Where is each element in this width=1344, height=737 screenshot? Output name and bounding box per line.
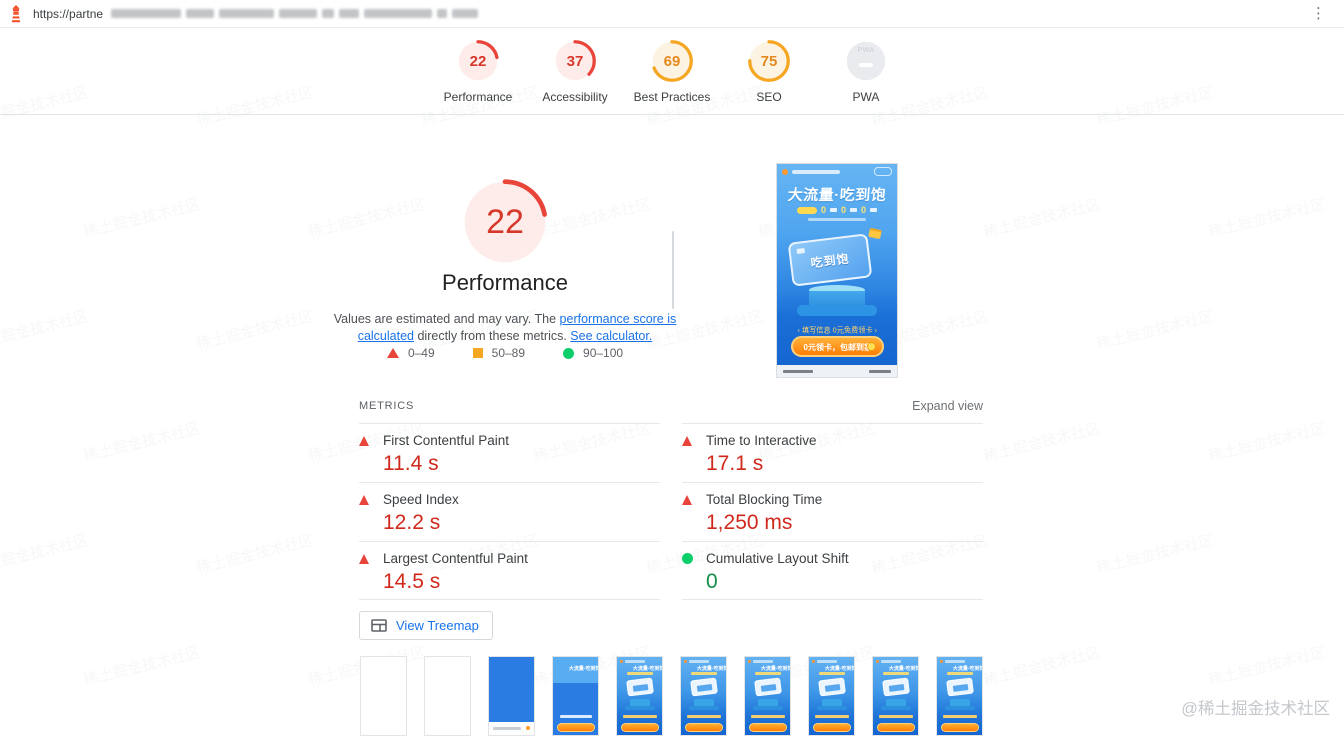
category-seo[interactable]: 75 SEO (721, 39, 818, 104)
filmstrip-frame (488, 656, 535, 736)
filmstrip-frame-blank (360, 656, 407, 736)
preview-title: 大流量·吃到饱 (787, 187, 887, 204)
legend-range: 90–100 (583, 346, 624, 360)
filmstrip-frame: 大流量·吃到饱 (552, 656, 599, 736)
score-value: 22 (469, 52, 487, 70)
category-label: Best Practices (633, 90, 711, 104)
final-screenshot-preview[interactable]: 大流量·吃到饱 0 0 0 吃到饱 ‹ 填写信息 0元免费领卡 › 0元领卡，包… (776, 163, 898, 378)
performance-score-gauge: 22 (460, 177, 550, 267)
pwa-na-dash-icon (859, 63, 873, 67)
pwa-ghost-label: PWA (857, 47, 875, 54)
metrics-section-title: METRICS (359, 400, 415, 412)
treemap-icon (371, 619, 387, 632)
preview-logo (782, 168, 788, 175)
fail-triangle-icon (386, 348, 399, 358)
see-calculator-link[interactable]: See calculator. (570, 328, 653, 343)
pass-circle-icon (682, 553, 706, 564)
score-value: 69 (663, 52, 681, 70)
performance-score-link[interactable]: performance score is calculated (357, 311, 677, 343)
legend-fail: 0–49 (386, 346, 435, 360)
metric-value: 11.4 s (383, 452, 439, 475)
category-label: Accessibility (542, 90, 608, 104)
expand-view-button[interactable]: Expand view (912, 399, 983, 413)
filmstrip-frame: 大流量·吃到饱 (680, 656, 727, 736)
filmstrip-frame: 大流量·吃到饱 (872, 656, 919, 736)
legend-range: 50–89 (491, 346, 526, 360)
fail-triangle-icon (359, 494, 383, 505)
metric-largest-contentful-paint: Largest Contentful Paint 14.5 s (359, 541, 660, 600)
kebab-menu-icon[interactable]: ⋮ (1311, 5, 1326, 22)
metric-value: 12.2 s (383, 511, 441, 534)
score-value: 37 (566, 52, 584, 70)
metric-cumulative-layout-shift: Cumulative Layout Shift 0 (682, 541, 983, 600)
fail-triangle-icon (682, 435, 706, 446)
category-label: SEO (756, 90, 782, 104)
juejin-watermark: @稀土掘金技术社区 (1181, 700, 1330, 718)
filmstrip-frame: 大流量·吃到饱 (744, 656, 791, 736)
description-text: Values are estimated and may vary. The (333, 311, 560, 326)
preview-header (777, 164, 897, 179)
average-square-icon (472, 348, 483, 358)
legend-range: 0–49 (407, 346, 435, 360)
fail-triangle-icon (682, 494, 706, 505)
category-label: Performance (443, 90, 513, 104)
metric-total-blocking-time: Total Blocking Time 1,250 ms (682, 482, 983, 541)
metric-value: 17.1 s (706, 452, 764, 475)
legend-average: 50–89 (472, 346, 526, 360)
performance-score-value: 22 (486, 202, 524, 241)
metric-first-contentful-paint: First Contentful Paint 11.4 s (359, 423, 660, 482)
preview-sim-card: 吃到饱 (787, 233, 873, 287)
filmstrip-frame-blank (424, 656, 471, 736)
page-url: https://partne (33, 6, 104, 21)
description-text: directly from these metrics. (414, 328, 571, 343)
page-title: Performance (442, 270, 568, 295)
metric-value: 1,250 ms (706, 511, 793, 534)
filmstrip-frame: 大流量·吃到饱 (616, 656, 663, 736)
score-value: 75 (760, 52, 778, 70)
redacted-url-segment (111, 9, 479, 18)
filmstrip-frame: 大流量·吃到饱 (808, 656, 855, 736)
category-label: PWA (852, 90, 880, 104)
envelope-icon (868, 227, 882, 240)
fail-triangle-icon (359, 553, 383, 564)
filmstrip: 大流量·吃到饱 大流量·吃到饱 大流量·吃到饱 大流量·吃到饱 大流量·吃到饱 … (360, 656, 983, 736)
category-performance[interactable]: 22 Performance (430, 39, 527, 104)
metric-time-to-interactive: Time to Interactive 17.1 s (682, 423, 983, 482)
category-best-practices[interactable]: 69 Best Practices (624, 39, 721, 104)
fail-triangle-icon (359, 435, 383, 446)
coin-icon (867, 342, 876, 351)
legend-pass: 90–100 (563, 346, 623, 360)
url-bar: https://partne ⋮ (0, 0, 1344, 28)
lighthouse-icon (11, 4, 21, 22)
pass-circle-icon (563, 347, 575, 359)
metric-speed-index: Speed Index 12.2 s (359, 482, 660, 541)
preview-cta-button: 0元领卡，包邮到家 (791, 336, 884, 357)
preview-cta-note: ‹ 填写信息 0元免费领卡 › (797, 326, 877, 335)
score-legend: 0–49 50–89 90–100 (305, 346, 705, 360)
preview-badges: 0 0 0 (777, 205, 897, 215)
category-scores-header: 22 Performance 37 Accessibility 69 Best … (0, 28, 1344, 115)
metric-value: 14.5 s (383, 570, 441, 593)
category-pwa[interactable]: PWA PWA (818, 39, 915, 104)
metrics-grid: First Contentful Paint 11.4 s Time to In… (359, 423, 983, 600)
category-accessibility[interactable]: 37 Accessibility (527, 39, 624, 104)
view-treemap-button[interactable]: View Treemap (359, 611, 493, 640)
metric-value: 0 (706, 570, 718, 593)
filmstrip-frame: 大流量·吃到饱 (936, 656, 983, 736)
score-description: Values are estimated and may vary. The p… (327, 311, 683, 345)
summary-divider (672, 231, 674, 309)
